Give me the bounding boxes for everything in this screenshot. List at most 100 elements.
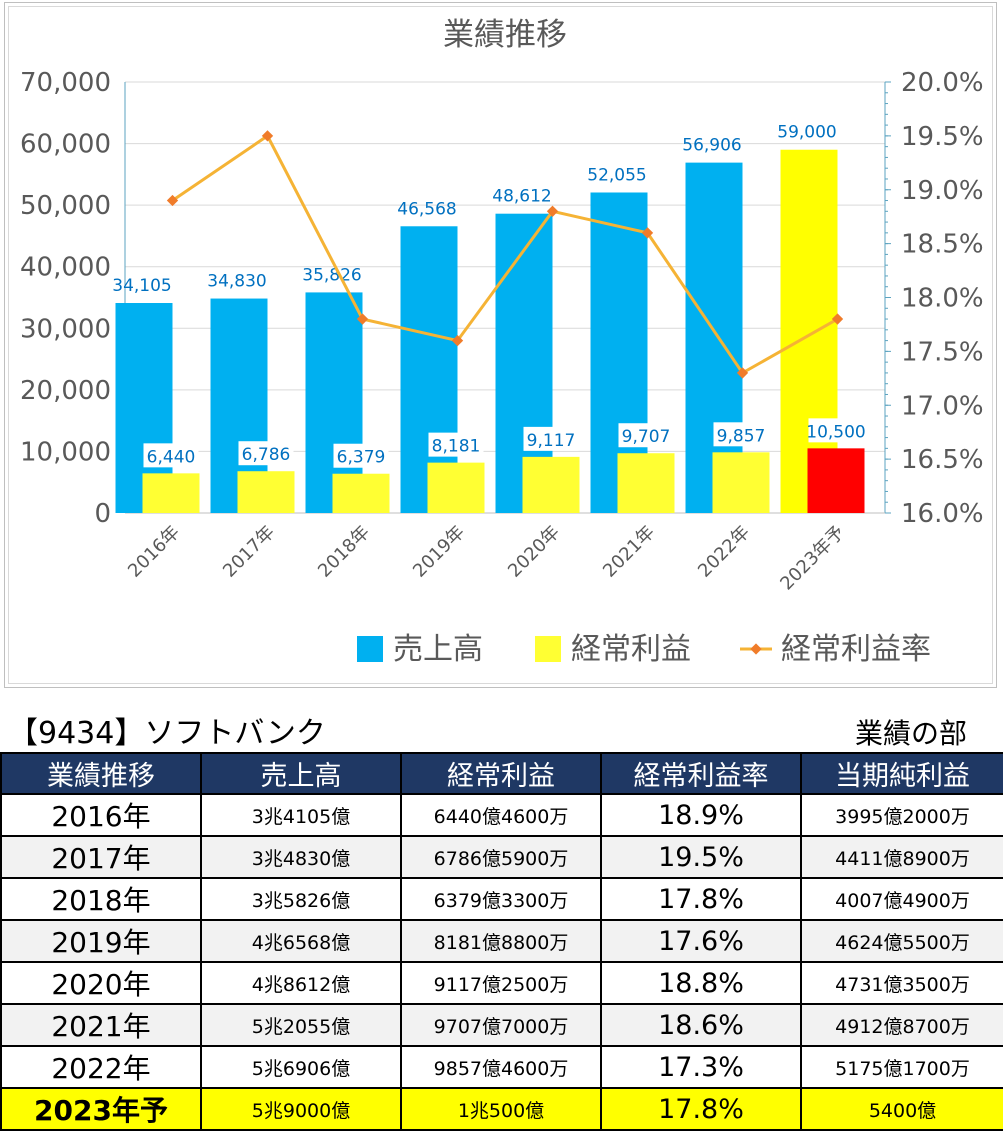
y-left-tick-label: 70,000 bbox=[20, 68, 111, 98]
table-row: 2021年 5兆2055億 9707億7000万 18.6% 4912億8700… bbox=[0, 1003, 1003, 1047]
data-label-revenue: 34,105 bbox=[112, 276, 171, 296]
data-label-ordinary-profit: 6,440 bbox=[147, 447, 196, 467]
cell-year: 2020年 bbox=[0, 961, 202, 1005]
legend-marker-profit-margin bbox=[750, 643, 762, 655]
y-left-tick-label: 50,000 bbox=[20, 191, 111, 221]
table-row: 2017年 3兆4830億 6786億5900万 19.5% 4411億8900… bbox=[0, 835, 1003, 879]
header-revenue: 売上高 bbox=[200, 752, 402, 795]
marker-profit-margin bbox=[546, 205, 559, 217]
y-right-tick-label: 17.0% bbox=[901, 391, 984, 421]
x-tick-label: 2019年 bbox=[409, 522, 469, 582]
legend-label-profit-margin: 経常利益率 bbox=[781, 632, 931, 667]
header-ordinary-profit: 経常利益 bbox=[400, 752, 602, 795]
bar-ordinary-profit bbox=[522, 456, 580, 513]
bar-ordinary-profit bbox=[332, 473, 390, 513]
data-label-bg bbox=[808, 418, 864, 443]
data-label-ordinary-profit: 6,379 bbox=[337, 448, 386, 468]
cell-net-income: 5400億 bbox=[800, 1087, 1003, 1131]
chart-title: 業績推移 bbox=[443, 17, 567, 53]
cell-ordinary-profit: 6786億5900万 bbox=[400, 835, 602, 879]
legend-swatch-revenue bbox=[357, 636, 383, 662]
cell-ordinary-profit: 9117億2500万 bbox=[400, 961, 602, 1005]
y-right-tick-label: 18.5% bbox=[901, 230, 984, 260]
table-row: 2016年 3兆4105億 6440億4600万 18.9% 3995億2000… bbox=[0, 793, 1003, 837]
cell-net-income: 4007億4900万 bbox=[800, 877, 1003, 921]
data-label-revenue: 46,568 bbox=[397, 199, 456, 219]
cell-profit-margin: 18.8% bbox=[600, 961, 802, 1005]
section-title: 業績の部 bbox=[854, 717, 967, 750]
table-row-forecast: 2023年予 5兆9000億 1兆500億 17.8% 5400億 bbox=[0, 1087, 1003, 1131]
marker-profit-margin bbox=[356, 313, 369, 325]
cell-year: 2022年 bbox=[0, 1045, 202, 1089]
marker-profit-margin bbox=[261, 130, 274, 142]
data-label-revenue: 56,906 bbox=[682, 136, 741, 156]
y-left-tick-label: 40,000 bbox=[20, 253, 111, 283]
y-right-tick-label: 17.5% bbox=[901, 337, 984, 367]
cell-year: 2016年 bbox=[0, 793, 202, 837]
data-label-bg bbox=[523, 426, 579, 451]
cell-net-income: 4411億8900万 bbox=[800, 835, 1003, 879]
cell-revenue: 4兆6568億 bbox=[200, 919, 402, 963]
bar-ordinary-profit bbox=[427, 462, 485, 513]
cell-profit-margin: 17.8% bbox=[600, 877, 802, 921]
y-right-tick-label: 19.0% bbox=[901, 176, 984, 206]
cell-ordinary-profit: 9857億4600万 bbox=[400, 1045, 602, 1089]
cell-revenue: 4兆8612億 bbox=[200, 961, 402, 1005]
line-profit-margin bbox=[171, 133, 839, 375]
cell-ordinary-profit: 9707億7000万 bbox=[400, 1003, 602, 1047]
x-tick-label: 2020年 bbox=[504, 522, 564, 582]
cell-ordinary-profit: 1兆500億 bbox=[400, 1087, 602, 1131]
y-left-tick-label: 20,000 bbox=[20, 376, 111, 406]
cell-net-income: 4912億8700万 bbox=[800, 1003, 1003, 1047]
cell-profit-margin: 17.6% bbox=[600, 919, 802, 963]
data-label-bg bbox=[428, 432, 484, 457]
marker-profit-margin bbox=[451, 334, 464, 347]
data-label-bg bbox=[333, 443, 389, 468]
performance-table: 業績推移 売上高 経常利益 経常利益率 当期純利益 2016年 3兆4105億 … bbox=[0, 752, 1003, 1131]
header-profit-margin: 経常利益率 bbox=[600, 752, 802, 795]
bar-ordinary-profit bbox=[712, 452, 770, 513]
x-tick-label: 2017年 bbox=[219, 522, 279, 582]
cell-profit-margin: 17.3% bbox=[600, 1045, 802, 1089]
cell-net-income: 3995億2000万 bbox=[800, 793, 1003, 837]
bar-ordinary-profit bbox=[807, 448, 865, 513]
header-period: 業績推移 bbox=[0, 752, 202, 795]
x-tick-label: 2023年予 bbox=[776, 522, 849, 595]
cell-year: 2019年 bbox=[0, 919, 202, 963]
cell-revenue: 3兆4830億 bbox=[200, 835, 402, 879]
cell-profit-margin: 17.8% bbox=[600, 1087, 802, 1131]
cell-ordinary-profit: 8181億8800万 bbox=[400, 919, 602, 963]
data-label-ordinary-profit: 6,786 bbox=[242, 445, 291, 465]
bar-ordinary-profit bbox=[142, 473, 200, 513]
y-right-tick-label: 19.5% bbox=[901, 122, 984, 152]
x-tick-label: 2018年 bbox=[314, 522, 374, 582]
cell-ordinary-profit: 6440億4600万 bbox=[400, 793, 602, 837]
data-label-ordinary-profit: 8,181 bbox=[432, 437, 481, 457]
legend-label-ordinary-profit: 経常利益 bbox=[571, 632, 691, 667]
data-label-bg bbox=[143, 443, 199, 468]
x-tick-label: 2021年 bbox=[599, 522, 659, 582]
marker-profit-margin bbox=[641, 227, 654, 239]
table-header-row: 業績推移 売上高 経常利益 経常利益率 当期純利益 bbox=[0, 752, 1003, 795]
header-net-income: 当期純利益 bbox=[800, 752, 1003, 795]
cell-revenue: 5兆2055億 bbox=[200, 1003, 402, 1047]
chart-panel: 業績推移 0 10,000 20,000 30,000 40,000 50,000 60,00… bbox=[4, 2, 997, 688]
y-right-tick-label: 20.0% bbox=[901, 68, 984, 98]
y-right-tick-label: 16.5% bbox=[901, 445, 984, 475]
cell-revenue: 5兆6906億 bbox=[200, 1045, 402, 1089]
cell-profit-margin: 19.5% bbox=[600, 835, 802, 879]
cell-net-income: 5175億1700万 bbox=[800, 1045, 1003, 1089]
cell-profit-margin: 18.6% bbox=[600, 1003, 802, 1047]
y-left-tick-label: 10,000 bbox=[20, 437, 111, 467]
table-row: 2019年 4兆6568億 8181億8800万 17.6% 4624億5500… bbox=[0, 919, 1003, 963]
bar-ordinary-profit bbox=[617, 453, 675, 513]
performance-chart: 業績推移 0 10,000 20,000 30,000 40,000 50,000 60,00… bbox=[20, 17, 984, 667]
data-label-bg bbox=[713, 422, 769, 447]
y-left-tick-label: 30,000 bbox=[20, 314, 111, 344]
company-name: 【9434】ソフトバンク bbox=[8, 716, 326, 751]
cell-year: 2018年 bbox=[0, 877, 202, 921]
data-label-revenue: 52,055 bbox=[587, 165, 646, 185]
x-tick-label: 2022年 bbox=[694, 522, 754, 582]
table-row: 2022年 5兆6906億 9857億4600万 17.3% 5175億1700… bbox=[0, 1045, 1003, 1089]
data-label-revenue: 48,612 bbox=[492, 187, 551, 207]
